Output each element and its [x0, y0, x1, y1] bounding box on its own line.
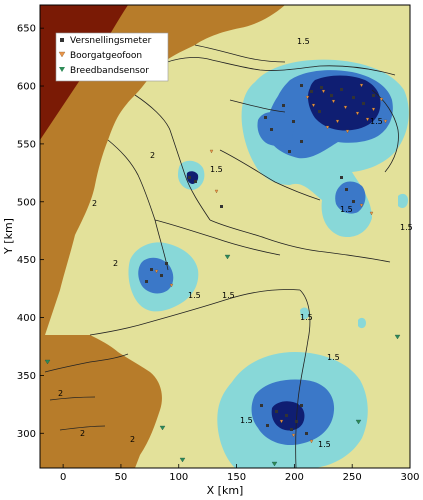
x-tick-label: 0 — [60, 472, 66, 483]
contour-label: 1.5 — [300, 313, 313, 322]
region-level-0-5-rotterdam — [138, 257, 174, 294]
contour-label: 1.5 — [188, 291, 201, 300]
contour-label: 1.5 — [340, 205, 353, 214]
contour-label: 1.5 — [297, 37, 310, 46]
legend-label-broadband: Breedbandsensor — [70, 66, 149, 76]
contour-label: 2 — [80, 429, 85, 438]
x-tick-label: 300 — [400, 472, 419, 483]
contour-label: 2 — [58, 389, 63, 398]
geophone-markers — [154, 83, 388, 444]
x-tick-label: 200 — [285, 472, 304, 483]
x-axis-ticks: 0 50 100 150 200 250 300 — [60, 464, 420, 483]
y-tick-label: 300 — [17, 429, 36, 440]
y-tick-label: 550 — [17, 139, 36, 150]
y-tick-label: 500 — [17, 197, 36, 208]
legend-marker-broadband — [59, 67, 65, 72]
y-tick-label: 400 — [17, 313, 36, 324]
legend-label-geophone: Boorgatgeofoon — [70, 51, 142, 61]
contour-label: 2 — [150, 151, 155, 160]
region-level-1-islet-2 — [300, 307, 310, 320]
y-axis-label: Y [km] — [2, 218, 15, 255]
boundaries — [44, 44, 399, 468]
y-tick-label: 650 — [17, 24, 36, 35]
contour-label: 1.5 — [318, 440, 331, 449]
legend: Versnellingsmeter Boorgatgeofoon Breedba… — [55, 32, 169, 82]
contour-label: 1.5 — [210, 165, 223, 174]
contour-label: 1.5 — [400, 223, 413, 232]
contour-label: 2 — [130, 435, 135, 444]
y-tick-label: 600 — [17, 82, 36, 93]
region-level-0-5-groningen-south — [335, 181, 366, 214]
contour-label: 2 — [92, 199, 97, 208]
y-axis-ticks: 300 350 400 450 500 550 600 650 — [17, 24, 44, 440]
legend-box — [55, 32, 169, 82]
contour-label: 1.5 — [240, 416, 253, 425]
contour-label: 1.5 — [222, 291, 235, 300]
x-tick-label: 100 — [169, 472, 188, 483]
contour-label: 1.5 — [327, 353, 340, 362]
x-axis-label: X [km] — [207, 484, 244, 497]
legend-marker-accelerometer — [60, 38, 64, 42]
x-tick-label: 250 — [343, 472, 362, 483]
x-tick-label: 50 — [115, 472, 128, 483]
contour-label: 2 — [113, 259, 118, 268]
region-level-1-islet-3 — [358, 317, 366, 329]
legend-marker-geophone — [58, 51, 66, 58]
map-area — [40, 5, 410, 468]
region-level-0-groningen — [307, 75, 381, 131]
y-tick-label: 350 — [17, 371, 36, 382]
y-tick-label: 450 — [17, 255, 36, 266]
region-level-0-5-groningen-west — [257, 112, 294, 146]
contour-label: 1.5 — [370, 117, 383, 126]
accelerometer-markers — [145, 84, 375, 435]
region-level-1-islet-1 — [398, 193, 408, 208]
contour-labels: 1.5 2 1.5 2 1.5 1.5 1.5 2 1.5 1.5 1.5 1.… — [58, 37, 413, 449]
x-tick-label: 150 — [227, 472, 246, 483]
region-level-2 — [40, 5, 285, 468]
plot-frame — [39, 4, 411, 469]
legend-label-accelerometer: Versnellingsmeter — [70, 36, 152, 46]
